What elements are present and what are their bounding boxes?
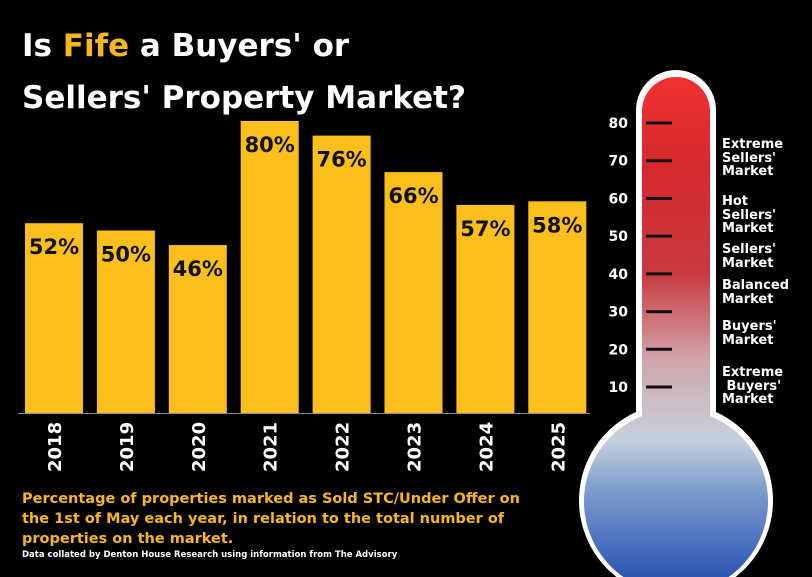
chart-caption: Percentage of properties marked as Sold …	[22, 491, 520, 547]
x-tick-label: 2025	[548, 422, 569, 472]
thermometer: 80 70 60 50 40 30 20 10	[579, 70, 773, 577]
bar-2024	[456, 204, 515, 413]
title-line2: Sellers' Property Market?	[22, 80, 466, 116]
bar-2018	[25, 223, 83, 413]
bars-layer: 52% 50% 46% 80% 76% 66% 57% 58%	[25, 121, 587, 413]
bar-value-label: 50%	[101, 243, 151, 267]
x-tick-label: 2018	[45, 422, 66, 472]
thermometer-zone-label: Buyers' Market	[722, 319, 777, 348]
thermometer-tick-label: 70	[609, 154, 629, 170]
bar-value-label: 46%	[173, 257, 223, 281]
thermometer-zone-label: Sellers' Market	[722, 242, 777, 271]
title-highlight: Fife	[62, 28, 130, 64]
title-line1: Is Fife a Buyers' or	[22, 28, 350, 64]
bar-value-label: 66%	[388, 184, 438, 208]
thermometer-fill	[584, 77, 768, 577]
x-tick-label: 2020	[189, 422, 210, 472]
bar-value-label: 58%	[532, 213, 582, 237]
thermometer-tick-label: 60	[609, 191, 629, 207]
thermometer-ticks: 80 70 60 50 40 30 20 10	[609, 116, 672, 396]
bar-2023	[384, 172, 443, 413]
x-tick-label: 2024	[476, 422, 497, 472]
thermometer-tick-label: 30	[609, 305, 629, 321]
thermometer-zone-label: Extreme Buyers' Market	[722, 365, 784, 407]
thermometer-zone-label: Hot Sellers' Market	[722, 194, 777, 236]
thermometer-tick-label: 80	[609, 116, 629, 132]
thermometer-tick-label: 10	[609, 380, 629, 396]
x-tick-label: 2023	[405, 422, 426, 472]
bar-2025	[528, 201, 587, 413]
x-tick-label: 2019	[117, 422, 138, 472]
bar-value-label: 80%	[245, 133, 295, 157]
bar-value-label: 52%	[29, 235, 79, 259]
thermometer-zone-label: Extreme Sellers' Market	[722, 137, 784, 179]
x-axis-labels: 2018 2019 2020 2021 2022 2023 2024 2025	[45, 422, 569, 472]
chart-title: Is Fife a Buyers' or Sellers' Property M…	[22, 20, 466, 124]
bar-2021	[240, 121, 299, 413]
thermometer-zone-label: Balanced Market	[722, 278, 789, 307]
thermometer-tick-label: 50	[609, 229, 629, 245]
thermometer-tick-label: 20	[609, 342, 629, 358]
thermometer-tick-label: 40	[609, 267, 629, 283]
bar-2022	[312, 135, 371, 413]
bar-2020	[168, 245, 227, 413]
data-source-note: Data collated by Denton House Research u…	[22, 550, 398, 560]
x-tick-label: 2022	[333, 422, 354, 472]
bar-value-label: 76%	[316, 148, 366, 172]
bar-2019	[96, 230, 155, 413]
x-tick-label: 2021	[261, 422, 282, 472]
bar-value-label: 57%	[460, 217, 510, 241]
